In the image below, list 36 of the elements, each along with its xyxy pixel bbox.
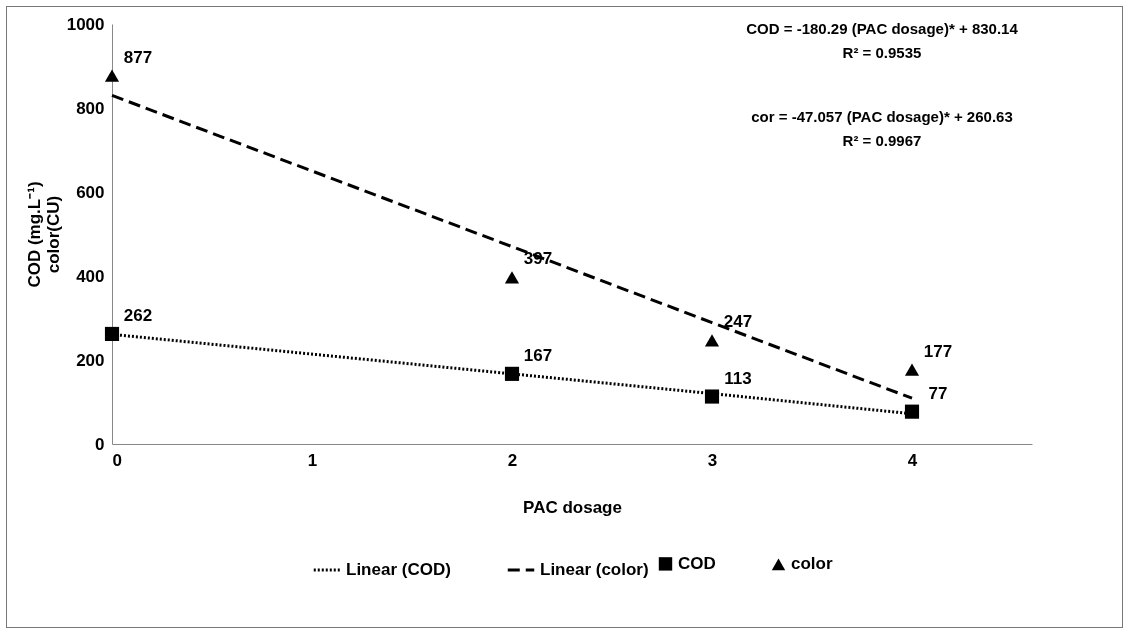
- y-tick-label: 800: [76, 98, 105, 118]
- point: [104, 69, 120, 82]
- annotation: R² = 0.9535: [842, 44, 922, 61]
- point: [504, 271, 520, 284]
- data-label: 113: [724, 368, 752, 388]
- x-tick-label: 0: [112, 450, 122, 470]
- legend-label: color: [791, 554, 833, 574]
- y-tick-label: 200: [76, 350, 105, 370]
- data-label: 177: [923, 341, 953, 361]
- point: [904, 363, 920, 376]
- data-label: 262: [123, 305, 153, 325]
- point: [704, 389, 720, 404]
- y-tick-label: 400: [76, 266, 105, 286]
- legend-label: Linear (COD): [346, 560, 451, 579]
- point: [504, 366, 520, 381]
- x-tick-label: 2: [507, 450, 518, 470]
- legend-label: Linear (color): [540, 560, 649, 579]
- y-axis-title: COD (mg.L⁻¹) color(CU): [24, 181, 63, 288]
- x-tick-label: 1: [307, 450, 318, 470]
- y-tick-label: 1000: [66, 14, 105, 34]
- data-label: 877: [123, 47, 153, 67]
- point: [904, 404, 920, 419]
- data-label: 247: [723, 312, 753, 332]
- point: [104, 326, 120, 342]
- data-label: 77: [928, 383, 948, 403]
- point: [704, 334, 720, 347]
- data-label: 167: [523, 345, 553, 365]
- annotation: cor = -47.057 (PAC dosage)* + 260.63: [751, 108, 1013, 125]
- legend-label: COD: [678, 553, 716, 573]
- annotation: COD = -180.29 (PAC dosage)* + 830.14: [746, 20, 1019, 37]
- x-tick-label: 4: [907, 450, 918, 470]
- x-tick-label: 3: [707, 450, 718, 470]
- y-tick-label: 600: [76, 182, 105, 202]
- y-tick-label: 0: [95, 434, 105, 454]
- x-axis-title: PAC dosage: [523, 497, 622, 517]
- annotation: R² = 0.9967: [842, 132, 922, 149]
